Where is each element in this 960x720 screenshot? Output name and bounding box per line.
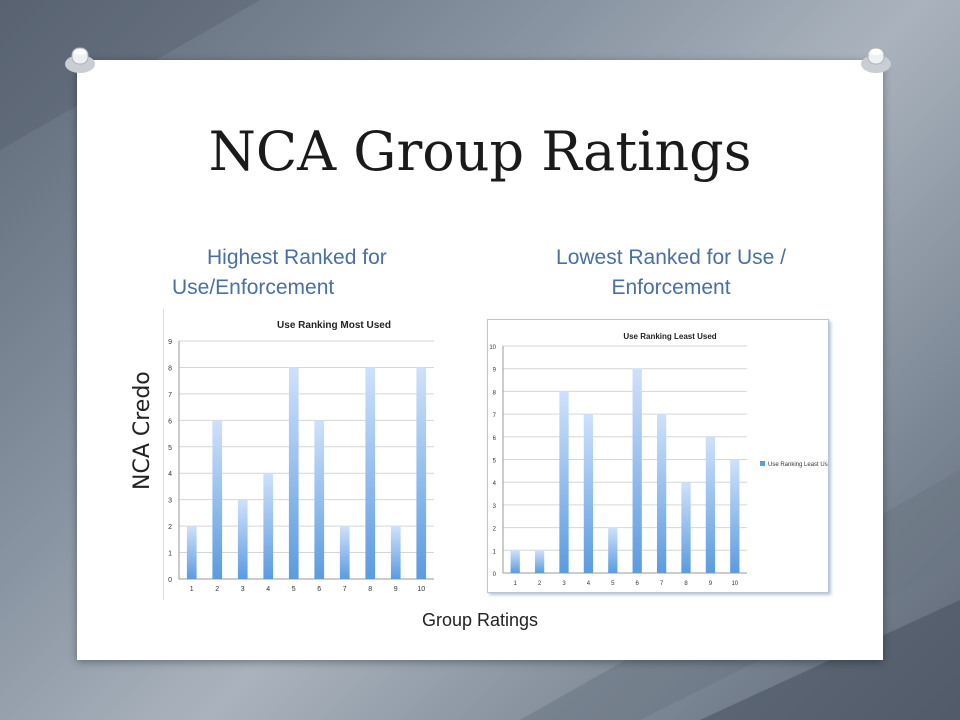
y-tick-label: 6 bbox=[493, 436, 497, 442]
least-used-chart-svg: Use Ranking Least Used 0 1 2 3 4 5 6 7 8 9 10 1 2 3 4 5 6… bbox=[489, 332, 834, 587]
bar bbox=[534, 550, 545, 573]
right-chart-heading: Lowest Ranked for Use / Enforcement bbox=[506, 243, 836, 303]
least-used-chart: Use Ranking Least Used 0 1 2 3 4 5 6 7 8 9 10 1 2 3 4 5 6… bbox=[487, 319, 834, 593]
y-tick-label: 9 bbox=[493, 368, 497, 374]
left-chart-heading: Highest Ranked for Use/Enforcement bbox=[172, 243, 452, 303]
x-tick-label: 1 bbox=[190, 586, 194, 593]
x-tick-label: 5 bbox=[611, 581, 615, 587]
footer-caption: Group Ratings bbox=[421, 610, 539, 630]
most-used-chart-svg: Use Ranking Most Used 0 1 2 3 4 5 6 7 8 9 1 2 3 4 5 6 7 8 9… bbox=[168, 320, 434, 593]
y-tick-label: 8 bbox=[493, 390, 497, 396]
x-tick-label: 7 bbox=[660, 581, 664, 587]
y-tick-label: 2 bbox=[168, 524, 172, 531]
legend-swatch bbox=[760, 461, 765, 466]
x-tick-label: 2 bbox=[215, 586, 219, 593]
chart-title: Use Ranking Most Used bbox=[277, 320, 391, 331]
x-tick-label: 7 bbox=[343, 586, 347, 593]
bar bbox=[510, 550, 520, 573]
bar bbox=[390, 526, 401, 579]
x-tick-label: 8 bbox=[368, 586, 372, 593]
bar bbox=[212, 420, 223, 579]
bar bbox=[416, 367, 427, 579]
x-tick-label: 9 bbox=[394, 586, 398, 593]
x-tick-label: 8 bbox=[684, 581, 688, 587]
x-tick-label: 6 bbox=[317, 586, 321, 593]
y-tick-label: 7 bbox=[168, 392, 172, 399]
pushpin-icon bbox=[65, 47, 95, 73]
bar bbox=[583, 414, 594, 573]
most-used-chart: Use Ranking Most Used 0 1 2 3 4 5 6 7 8 9 1 2 3 4 5 6 7 8 9… bbox=[163, 309, 451, 600]
bar bbox=[288, 367, 299, 579]
x-tick-label: 4 bbox=[266, 586, 270, 593]
y-tick-label: 0 bbox=[168, 577, 172, 584]
x-tick-label: 9 bbox=[709, 581, 713, 587]
x-tick-label: 10 bbox=[417, 586, 425, 593]
y-tick-label: 1 bbox=[493, 549, 497, 555]
y-tick-label: 5 bbox=[168, 445, 172, 452]
y-tick-label: 7 bbox=[493, 413, 497, 419]
bar bbox=[632, 368, 642, 573]
bar bbox=[730, 459, 740, 573]
bar bbox=[365, 367, 376, 579]
side-label: NCA Credo bbox=[130, 371, 155, 490]
y-tick-label: 9 bbox=[168, 339, 172, 346]
bar bbox=[656, 414, 667, 573]
chart-title: Use Ranking Least Used bbox=[623, 332, 716, 341]
right-heading-line2: Enforcement bbox=[611, 276, 731, 299]
x-tick-label: 6 bbox=[636, 581, 640, 587]
bar bbox=[705, 436, 716, 573]
right-heading-line1: Lowest Ranked for Use / bbox=[556, 246, 786, 269]
y-tick-label: 5 bbox=[493, 459, 497, 465]
x-tick-label: 2 bbox=[538, 581, 542, 587]
y-tick-label: 1 bbox=[168, 551, 172, 558]
y-tick-label: 6 bbox=[168, 418, 172, 425]
bar bbox=[263, 473, 274, 579]
y-tick-label: 2 bbox=[493, 527, 497, 533]
x-tick-label: 10 bbox=[731, 581, 738, 587]
x-tick-label: 1 bbox=[514, 581, 518, 587]
pushpin-icon bbox=[861, 47, 891, 73]
x-tick-label: 5 bbox=[292, 586, 296, 593]
slide-title: NCA Group Ratings bbox=[208, 120, 752, 183]
x-tick-label: 3 bbox=[241, 586, 245, 593]
y-tick-label: 10 bbox=[489, 345, 496, 351]
bar bbox=[681, 482, 691, 573]
y-tick-label: 3 bbox=[168, 498, 172, 505]
y-tick-label: 0 bbox=[493, 572, 497, 578]
x-tick-label: 4 bbox=[587, 581, 591, 587]
y-tick-label: 8 bbox=[168, 365, 172, 372]
bar bbox=[608, 527, 618, 573]
bar bbox=[237, 499, 248, 579]
bar bbox=[339, 526, 350, 579]
bar bbox=[314, 420, 325, 579]
y-tick-label: 3 bbox=[493, 504, 497, 510]
left-heading-line2: Use/Enforcement bbox=[172, 276, 335, 299]
y-tick-label: 4 bbox=[493, 481, 497, 487]
y-tick-label: 4 bbox=[168, 471, 172, 478]
bar bbox=[559, 391, 569, 573]
legend-label: Use Ranking Least Used bbox=[768, 462, 828, 468]
bar bbox=[186, 526, 197, 579]
x-tick-label: 3 bbox=[562, 581, 566, 587]
left-heading-line1: Highest Ranked for bbox=[207, 246, 387, 269]
